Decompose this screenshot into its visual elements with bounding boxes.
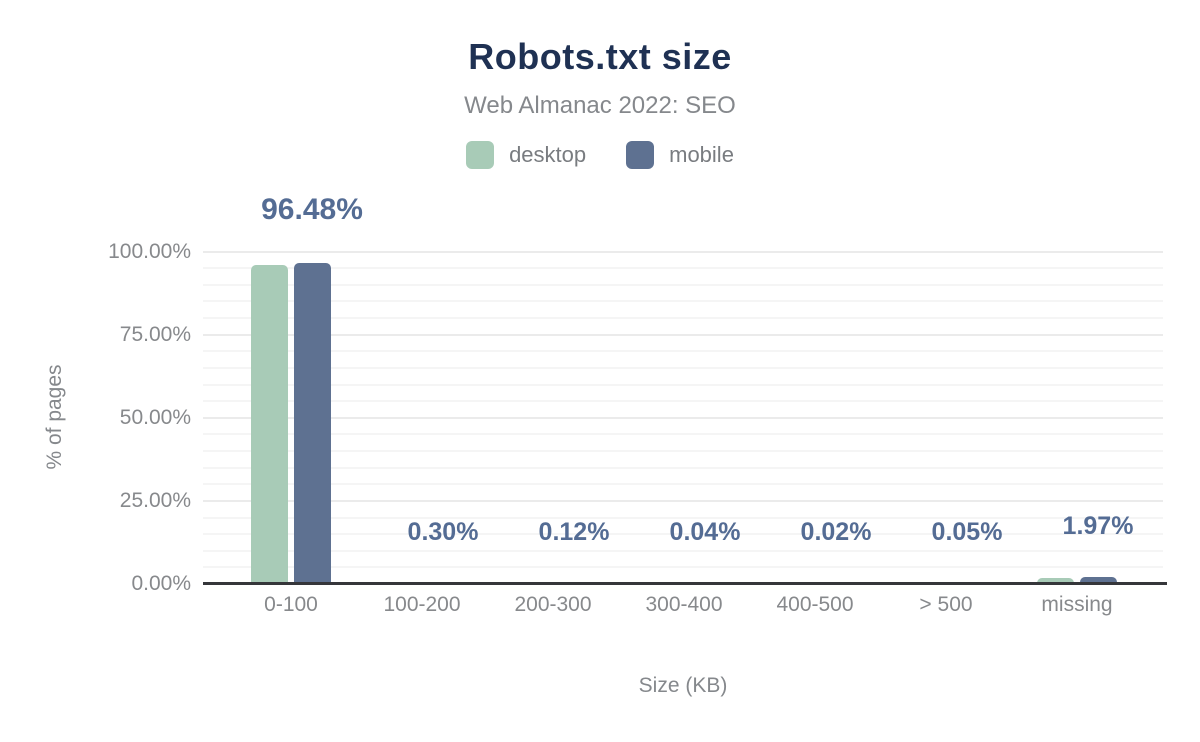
- y-tick-label: 100.00%: [108, 239, 191, 263]
- bar-mobile: [1080, 577, 1117, 584]
- minor-gridline: [203, 516, 1163, 519]
- minor-gridline: [203, 533, 1163, 536]
- minor-gridline: [203, 383, 1163, 386]
- minor-gridline: [203, 566, 1163, 569]
- minor-gridline: [203, 283, 1163, 286]
- minor-gridline: [203, 300, 1163, 303]
- data-label: 0.05%: [931, 518, 1003, 547]
- major-gridline: [203, 250, 1163, 253]
- minor-gridline: [203, 366, 1163, 369]
- major-gridline: [203, 499, 1163, 502]
- legend-label-desktop: desktop: [509, 142, 587, 167]
- minor-gridline: [203, 483, 1163, 486]
- legend: desktop mobile: [0, 141, 1200, 169]
- mobile-swatch-icon: [626, 141, 655, 169]
- data-label: 1.97%: [1062, 511, 1134, 540]
- legend-item-mobile: mobile: [626, 141, 734, 169]
- y-tick-label: 75.00%: [119, 322, 191, 346]
- x-tick-label: 0-100: [264, 593, 318, 616]
- data-label: 96.48%: [261, 193, 363, 227]
- x-tick-label: 100-200: [383, 593, 461, 616]
- minor-gridline: [203, 450, 1163, 452]
- data-label: 0.30%: [407, 517, 479, 546]
- chart-subtitle: Web Almanac 2022: SEO: [464, 92, 736, 119]
- x-tick-label: > 500: [919, 593, 973, 616]
- major-gridline: [203, 333, 1163, 336]
- legend-label-mobile: mobile: [669, 142, 734, 167]
- y-tick-label: 25.00%: [119, 488, 191, 512]
- y-tick-label: 0.00%: [131, 572, 191, 595]
- x-tick-label: 400-500: [776, 593, 854, 616]
- x-tick-label: 200-300: [514, 593, 592, 616]
- minor-gridline: [203, 466, 1163, 469]
- minor-gridline: [203, 317, 1163, 319]
- data-label: 0.02%: [800, 518, 872, 547]
- x-tick-label: missing: [1041, 593, 1113, 616]
- minor-gridline: [203, 400, 1163, 403]
- major-gridline: [203, 416, 1163, 419]
- x-axis-line: [203, 582, 1167, 585]
- x-tick-label: 300-400: [645, 593, 723, 616]
- bar-desktop: [1037, 578, 1074, 584]
- minor-gridline: [203, 549, 1163, 552]
- minor-gridline: [203, 350, 1163, 353]
- minor-gridline: [203, 433, 1163, 436]
- y-tick-label: 50.00%: [119, 405, 191, 429]
- legend-item-desktop: desktop: [466, 141, 586, 169]
- bar-mobile: [294, 263, 331, 584]
- x-axis-title: Size (KB): [638, 674, 728, 697]
- data-label: 0.04%: [669, 518, 741, 547]
- data-label: 0.12%: [538, 518, 610, 547]
- desktop-swatch-icon: [466, 141, 495, 169]
- chart-title: Robots.txt size: [468, 36, 732, 77]
- minor-gridline: [203, 267, 1163, 270]
- bar-desktop: [251, 265, 288, 584]
